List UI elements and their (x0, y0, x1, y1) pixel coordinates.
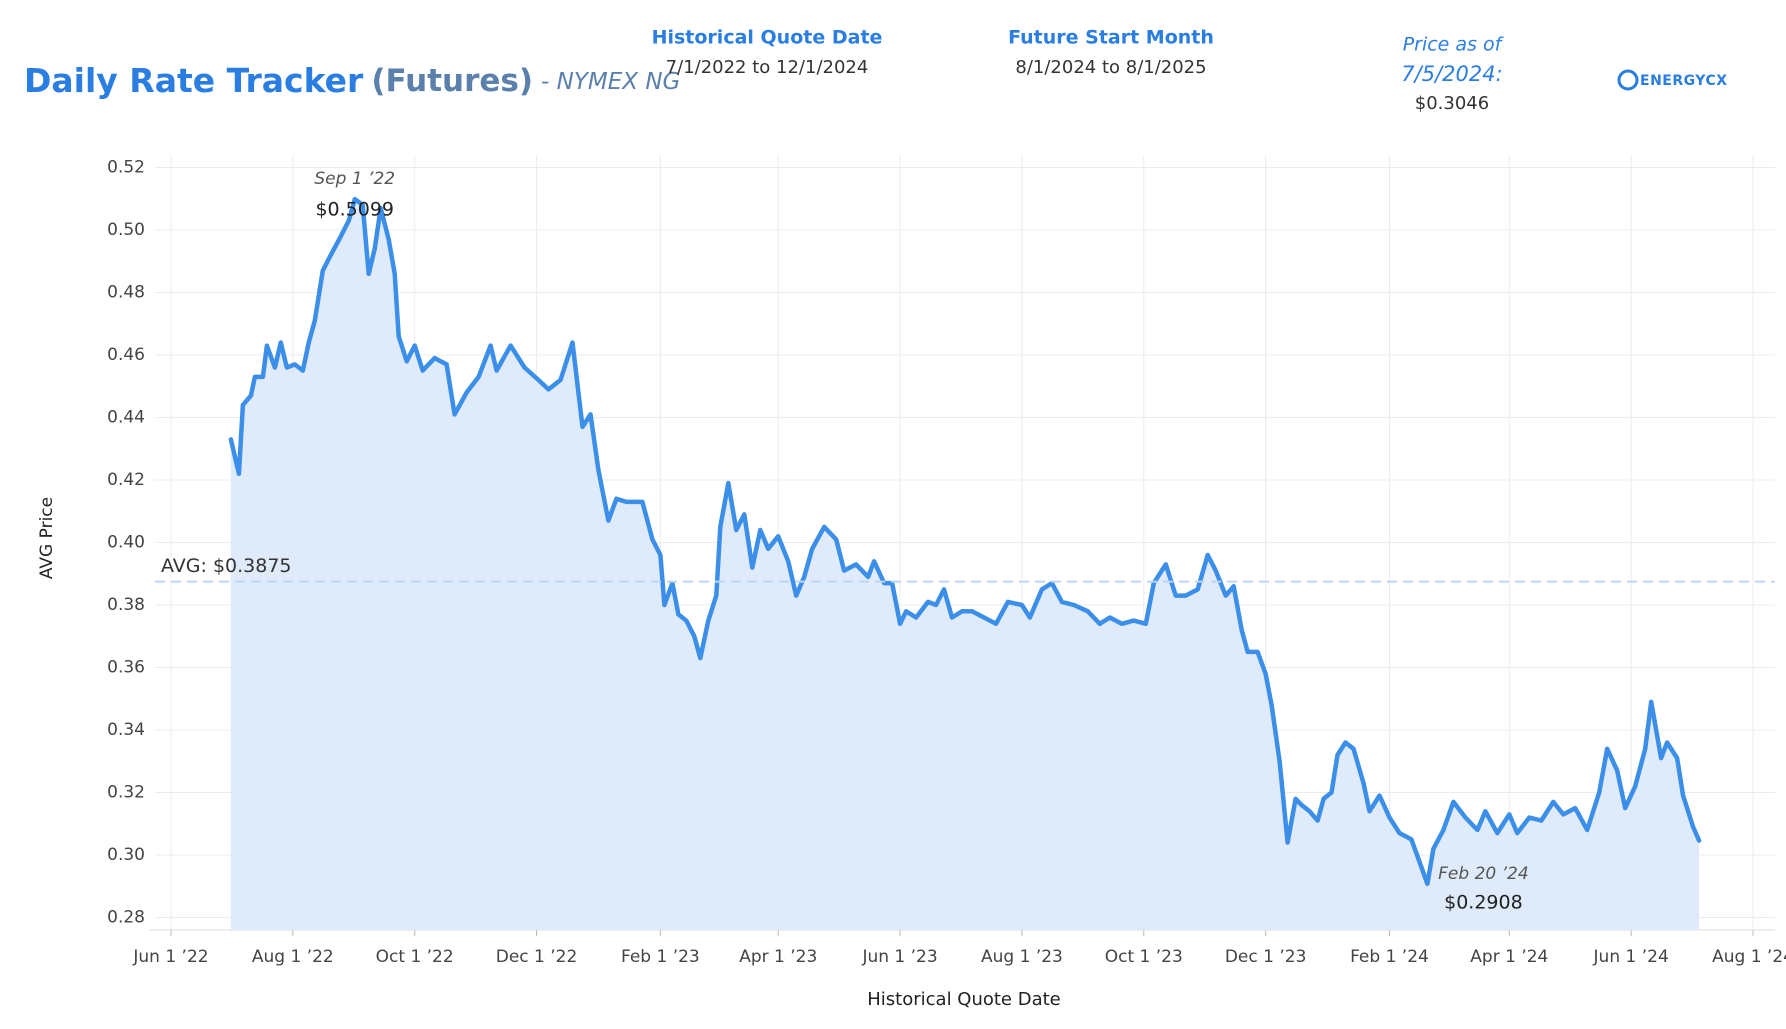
chart-subtitle: (Futures) (371, 63, 533, 99)
header-label: Historical Quote Date (652, 27, 883, 49)
y-tick-label: 0.52 (107, 158, 145, 178)
x-tick-label: Jun 1 ’24 (1593, 947, 1669, 967)
y-tick-label: 0.38 (107, 595, 145, 615)
y-tick-label: 0.46 (107, 345, 145, 365)
x-tick-label: Feb 1 ’24 (1350, 947, 1429, 967)
y-tick-label: 0.36 (107, 658, 145, 678)
reference-label: AVG: $0.3875 (161, 555, 292, 577)
title-block: Daily Rate Tracker (Futures) - NYMEX NG (24, 61, 680, 100)
annotation-value: $0.2908 (1444, 891, 1523, 913)
y-tick-label: 0.32 (107, 783, 145, 803)
chart-source: - NYMEX NG (541, 69, 680, 95)
header-value: 7/1/2022 to 12/1/2024 (666, 57, 869, 78)
x-axis-label: Historical Quote Date (867, 989, 1061, 1010)
line (228, 196, 1702, 887)
annotation-date: Feb 20 ’24 (1438, 864, 1529, 884)
x-tick-label: Aug 1 ’24 (1712, 947, 1786, 967)
y-tick-label: 0.42 (107, 470, 145, 490)
x-tick-label: Aug 1 ’22 (252, 947, 334, 967)
y-tick-label: 0.30 (107, 845, 145, 865)
price-as-of-label: Price as of (1403, 34, 1505, 56)
annotation-value: $0.5099 (315, 199, 394, 221)
y-tick-label: 0.44 (107, 408, 145, 428)
y-tick-label: 0.48 (107, 283, 145, 303)
area (230, 199, 1700, 931)
logo: ENERGYCX (1617, 69, 1728, 91)
y-tick-label: 0.28 (107, 908, 145, 928)
price-as-of-value: $0.3046 (1415, 93, 1489, 114)
x-tick-label: Jun 1 ’23 (861, 947, 937, 967)
x-tick-label: Feb 1 ’23 (621, 947, 700, 967)
header-value: 8/1/2024 to 8/1/2025 (1015, 57, 1206, 78)
x-tick-label: Jun 1 ’22 (132, 947, 208, 967)
x-tick-label: Aug 1 ’23 (981, 947, 1063, 967)
y-tick-label: 0.34 (107, 720, 145, 740)
header-label: Future Start Month (1008, 27, 1214, 49)
x-tick-label: Oct 1 ’22 (376, 947, 454, 967)
x-tick-label: Oct 1 ’23 (1105, 947, 1183, 967)
y-tick-label: 0.40 (107, 533, 145, 553)
logo-icon (1617, 69, 1639, 91)
x-tick-label: Dec 1 ’23 (1225, 947, 1307, 967)
logo-text: ENERGYCX (1640, 73, 1728, 89)
annotation-date: Sep 1 ’22 (314, 169, 395, 189)
x-tick-label: Apr 1 ’24 (1470, 947, 1548, 967)
x-tick-label: Dec 1 ’22 (496, 947, 578, 967)
x-tick-label: Apr 1 ’23 (739, 947, 817, 967)
y-axis-label: AVG Price (37, 497, 57, 579)
price-as-of-date: 7/5/2024: (1401, 62, 1502, 86)
chart-title: Daily Rate Tracker (24, 61, 364, 100)
y-tick-label: 0.50 (107, 220, 145, 240)
